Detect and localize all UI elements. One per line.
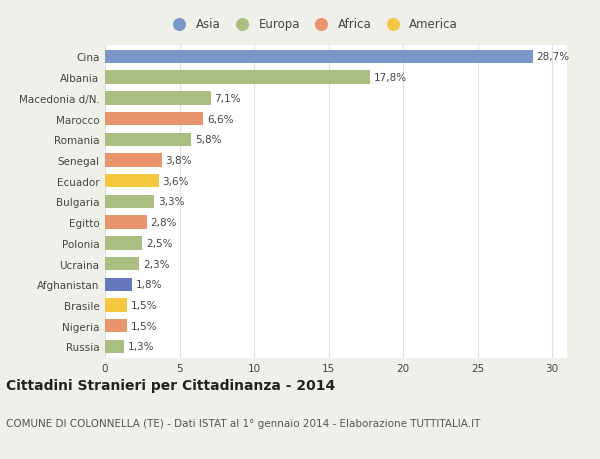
Text: 2,5%: 2,5% [146, 238, 172, 248]
Bar [105, 236, 142, 250]
Bar [105, 257, 139, 271]
Bar [105, 216, 147, 230]
Bar [105, 299, 127, 312]
Bar [105, 278, 132, 291]
Text: COMUNE DI COLONNELLA (TE) - Dati ISTAT al 1° gennaio 2014 - Elaborazione TUTTITA: COMUNE DI COLONNELLA (TE) - Dati ISTAT a… [6, 418, 481, 428]
Bar [105, 154, 161, 168]
Text: 1,8%: 1,8% [136, 280, 162, 290]
Text: 2,8%: 2,8% [151, 218, 177, 228]
Text: 1,3%: 1,3% [128, 341, 155, 352]
Bar [105, 133, 191, 147]
Text: 28,7%: 28,7% [536, 52, 569, 62]
Text: 7,1%: 7,1% [215, 94, 241, 104]
Bar [105, 50, 533, 64]
Bar [105, 174, 158, 188]
Bar [105, 71, 370, 84]
Text: 17,8%: 17,8% [374, 73, 407, 83]
Legend: Asia, Europa, Africa, America: Asia, Europa, Africa, America [166, 16, 460, 34]
Bar [105, 112, 203, 126]
Text: Cittadini Stranieri per Cittadinanza - 2014: Cittadini Stranieri per Cittadinanza - 2… [6, 379, 335, 392]
Text: 1,5%: 1,5% [131, 300, 158, 310]
Text: 3,8%: 3,8% [166, 156, 192, 166]
Bar [105, 340, 124, 353]
Text: 5,8%: 5,8% [195, 135, 221, 145]
Bar [105, 195, 154, 209]
Text: 1,5%: 1,5% [131, 321, 158, 331]
Text: 6,6%: 6,6% [207, 114, 233, 124]
Bar [105, 319, 127, 333]
Text: 3,3%: 3,3% [158, 197, 184, 207]
Bar [105, 92, 211, 105]
Text: 3,6%: 3,6% [163, 176, 189, 186]
Text: 2,3%: 2,3% [143, 259, 170, 269]
